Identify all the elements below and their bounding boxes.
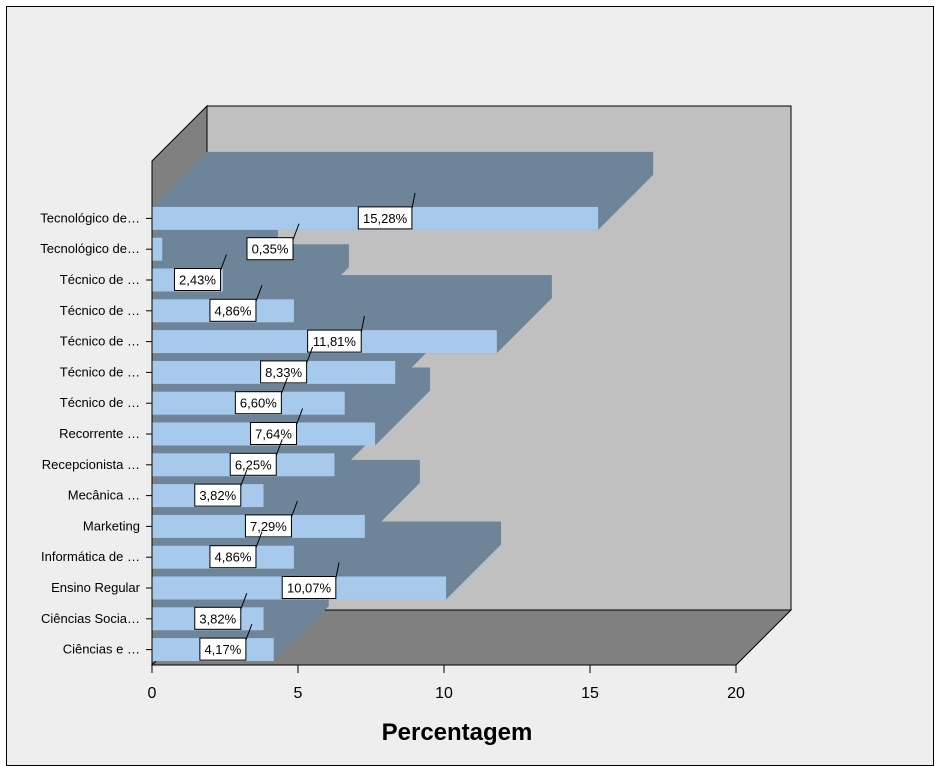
data-label-leader [292,223,300,240]
data-label-box [209,298,257,322]
data-label-box [244,514,292,538]
data-label-box [194,483,242,507]
data-label-box [229,452,277,476]
category-label: Ensino Regular [51,580,141,595]
category-label: Tecnológico de… [40,210,140,225]
data-label-leader [296,408,304,425]
x-tick-label: 10 [435,685,453,702]
category-label: Marketing [83,518,140,533]
data-label: 15,28% [363,211,408,226]
category-label: Mecânica … [68,488,140,503]
data-label: 11,81% [313,334,357,349]
data-label-leader [240,593,248,610]
data-label: 0,35% [252,242,289,257]
data-label-leader [280,377,288,394]
data-label: 4,86% [215,303,252,318]
data-label-box [281,576,337,599]
category-label: Ciências Socia… [41,611,140,626]
data-label: 7,29% [250,519,287,534]
data-label-leader [306,346,314,364]
data-label: 3,82% [199,488,236,503]
data-label-box [199,637,247,661]
data-label-leader [245,623,253,641]
category-label: Ciências e … [63,642,140,657]
category-label: Técnico de … [60,364,140,379]
x-tick-label: 20 [727,685,745,702]
x-tick-label: 5 [294,685,303,702]
data-label-leader [255,285,263,302]
data-label: 6,25% [235,457,272,472]
category-label: Técnico de … [60,334,140,349]
data-label: 4,86% [215,550,252,565]
category-label: Informática de … [41,549,140,564]
data-label-leader [220,254,227,271]
category-label: Recepcionista … [42,457,140,472]
x-tick-label: 0 [148,685,157,702]
data-label-box [234,391,282,415]
data-label: 4,17% [204,642,241,657]
data-label-leader [275,439,283,456]
x-tick-label: 15 [581,685,599,702]
category-label: Técnico de … [60,303,140,318]
category-label: Tecnológico de… [40,241,140,256]
data-label-box [173,268,221,291]
chart-frame: Tecnológico de… Tecnológico de… Técnico de… [6,6,934,766]
data-label-box [357,206,413,230]
data-label-box [260,360,308,384]
category-label: Técnico de … [60,395,140,410]
data-label-leader [411,192,416,209]
data-label: 8,33% [265,365,302,380]
data-label-box [307,329,362,353]
data-label-leader [335,562,340,579]
data-label-box [209,545,257,569]
data-label-leader [360,316,365,333]
data-label: 7,64% [255,427,292,442]
data-label: 2,43% [179,273,216,288]
data-label-leader [255,531,263,548]
data-label: 10,07% [287,581,332,596]
data-label-leader [240,469,248,487]
data-label-box [194,606,242,630]
data-label: 3,82% [199,611,236,626]
x-axis-title: Percentagem [382,719,533,746]
data-label-leader [290,500,298,518]
data-label: 6,60% [240,396,277,411]
data-label-box [250,422,298,445]
bar [152,237,163,261]
bar-chart: Tecnológico de… Tecnológico de… Técnico de… [40,104,793,746]
category-label: Recorrente … [59,426,140,441]
category-label: Técnico de … [60,272,140,287]
data-label-box [246,237,294,261]
